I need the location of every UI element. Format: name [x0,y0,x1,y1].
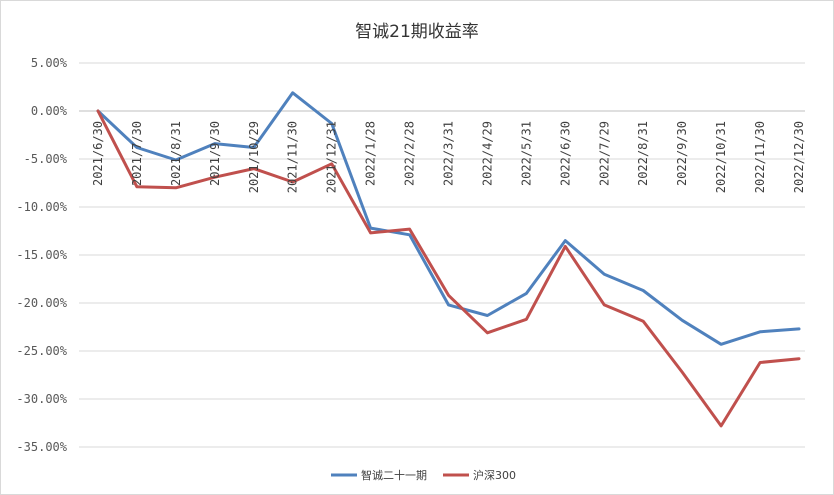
chart-title: 智诚21期收益率 [355,22,479,42]
y-tick-label: 5.00% [31,56,68,70]
y-tick-label: 0.00% [31,104,68,118]
series-layer [96,91,801,428]
x-tick-label: 2022/12/30 [792,121,806,193]
grid-layer [79,62,805,448]
x-tick-label: 2022/11/30 [753,121,767,193]
x-tick-label: 2022/7/29 [597,121,611,186]
y-tick-label: -10.00% [16,200,67,214]
y-tick-label: -5.00% [24,152,68,166]
x-axis-ticks: 2021/6/30 2021/7/30 2021/8/31 2021/9/30 2021… [91,121,806,193]
x-tick-label: 2022/8/31 [636,121,650,186]
legend-label-1: 智诚二十一期 [361,468,427,482]
x-tick-label: 2022/4/29 [480,121,494,186]
x-tick-label: 2021/11/30 [286,121,300,193]
y-axis-ticks: 5.00% 0.00% -5.00% -10.00% -15.00% -20.00% -25… [16,56,67,454]
x-tick-label: 2022/1/28 [364,121,378,186]
y-tick-label: -20.00% [16,296,67,310]
legend: 智诚二十一期 沪深300 [331,468,516,482]
x-tick-label: 2022/2/28 [403,121,417,186]
x-tick-label: 2021/6/30 [91,121,105,186]
x-tick-label: 2022/5/31 [519,121,533,186]
series-line-2 [96,109,801,428]
x-tick-label: 2021/9/30 [208,121,222,186]
legend-label-2: 沪深300 [473,468,516,482]
y-tick-label: -35.00% [16,440,67,454]
x-tick-label: 2021/10/29 [247,121,261,193]
x-tick-label: 2021/8/31 [169,121,183,186]
series-line-1 [96,91,801,346]
x-tick-label: 2022/10/31 [714,121,728,193]
x-tick-label: 2021/7/30 [130,121,144,186]
x-tick-label: 2022/9/30 [675,121,689,186]
x-tick-label: 2022/3/31 [442,121,456,186]
y-tick-label: -30.00% [16,392,67,406]
y-tick-label: -15.00% [16,248,67,262]
x-tick-label: 2022/6/30 [558,121,572,186]
y-tick-label: -25.00% [16,344,67,358]
x-tick-label: 2021/12/31 [325,121,339,193]
